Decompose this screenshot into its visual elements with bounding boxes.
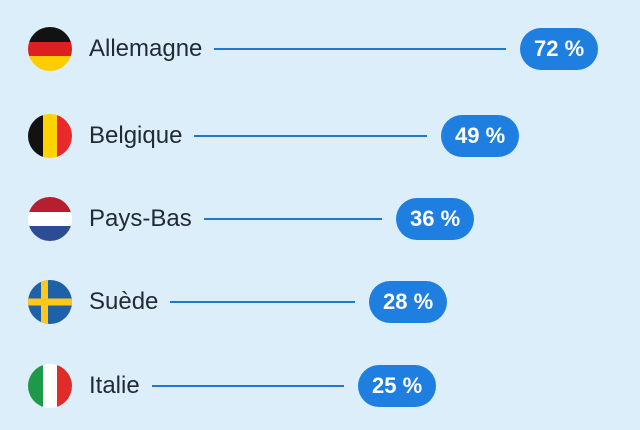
leader-line [152,385,344,387]
value-pill: 28 % [369,281,448,323]
value-pill: 49 % [441,115,520,157]
category-label: Belgique [89,122,183,149]
sweden-flag-icon [28,280,72,324]
leader-line [214,48,506,50]
value-pill: 72 % [520,28,599,70]
leader-line [204,218,382,220]
netherlands-flag-icon [28,197,72,241]
category-label: Italie [89,372,140,399]
leader-line [194,135,427,137]
leader-line [170,301,355,303]
chart-row-pays-bas: Pays-Bas 36 % [0,194,640,244]
chart-row-belgique: Belgique 49 % [0,111,640,161]
category-label: Pays-Bas [89,205,192,232]
category-label: Allemagne [89,35,203,62]
germany-flag-icon [28,27,72,71]
value-pill: 36 % [396,198,475,240]
italy-flag-icon [28,364,72,408]
belgium-flag-icon [28,114,72,158]
chart-row-suede: Suède 28 % [0,277,640,327]
category-label: Suède [89,288,159,315]
value-pill: 25 % [358,365,437,407]
chart-row-italie: Italie 25 % [0,361,640,411]
chart-row-allemagne: Allemagne 72 % [0,24,640,74]
